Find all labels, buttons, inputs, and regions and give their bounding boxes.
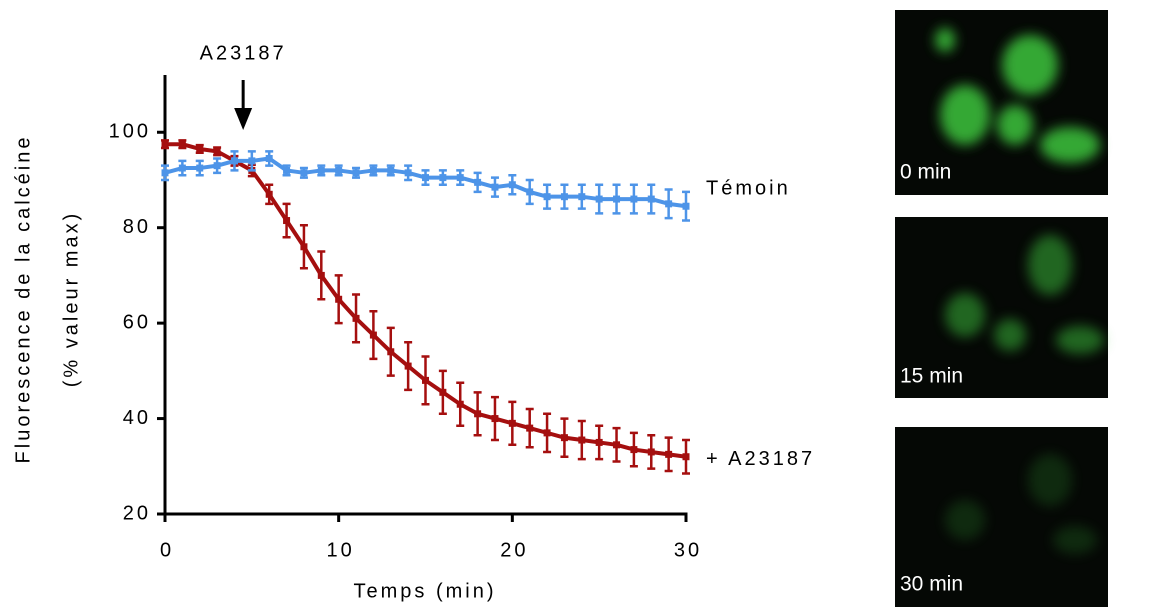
marker	[352, 169, 360, 177]
marker	[474, 178, 482, 186]
annotation: A23187	[200, 42, 287, 64]
marker	[665, 200, 673, 208]
marker	[387, 348, 395, 356]
marker	[265, 155, 273, 163]
marker	[178, 164, 186, 172]
y-axis-label: Fluorescence de la calcéine	[12, 135, 34, 464]
x-axis-label: Temps (min)	[353, 580, 496, 602]
x-tick-label: 20	[500, 539, 528, 561]
marker	[508, 181, 516, 189]
marker	[161, 169, 169, 177]
y-tick-label: 80	[123, 216, 151, 238]
marker	[196, 145, 204, 153]
marker	[474, 410, 482, 418]
marker	[543, 429, 551, 437]
marker	[317, 166, 325, 174]
marker	[335, 295, 343, 303]
marker	[647, 448, 655, 456]
marker	[178, 140, 186, 148]
marker	[196, 164, 204, 172]
marker	[613, 195, 621, 203]
marker	[630, 195, 638, 203]
marker	[560, 434, 568, 442]
panel-label: 30 min	[900, 573, 963, 596]
panel-label: 0 min	[900, 161, 951, 184]
marker	[213, 162, 221, 170]
panel-label: 15 min	[900, 365, 963, 388]
marker	[491, 415, 499, 423]
series-label: + A23187	[706, 448, 815, 470]
marker	[578, 436, 586, 444]
marker	[491, 183, 499, 191]
marker	[213, 147, 221, 155]
marker	[300, 169, 308, 177]
marker	[369, 166, 377, 174]
marker	[526, 188, 534, 196]
y-tick-label: 100	[109, 121, 151, 143]
marker	[439, 174, 447, 182]
marker	[422, 174, 429, 182]
marker	[595, 195, 603, 203]
marker	[300, 243, 308, 251]
y-tick-label: 20	[123, 502, 151, 524]
marker	[647, 195, 655, 203]
marker	[526, 424, 534, 432]
marker	[335, 166, 343, 174]
y-axis-label: (% valeur max)	[60, 211, 82, 387]
x-tick-label: 30	[674, 539, 702, 561]
marker	[578, 193, 586, 201]
marker	[543, 193, 551, 201]
marker	[595, 438, 603, 446]
panel: 15 min	[895, 217, 1108, 398]
x-tick-label: 10	[327, 539, 355, 561]
panel: 30 min	[895, 427, 1108, 607]
marker	[682, 453, 690, 461]
marker	[439, 388, 447, 396]
line	[165, 142, 687, 459]
marker	[630, 446, 638, 454]
marker	[613, 441, 621, 449]
marker	[422, 376, 429, 384]
series-label: Témoin	[706, 178, 791, 200]
marker	[404, 362, 412, 370]
marker	[352, 314, 360, 322]
x-tick-label: 0	[160, 539, 174, 561]
panel: 0 min	[895, 10, 1108, 195]
marker	[265, 190, 273, 198]
marker	[230, 157, 238, 165]
y-tick-label: 40	[123, 407, 151, 429]
marker	[682, 202, 690, 210]
marker	[283, 217, 291, 225]
marker	[665, 450, 673, 458]
marker	[560, 193, 568, 201]
marker	[387, 166, 395, 174]
marker	[317, 271, 325, 279]
marker	[248, 157, 256, 165]
marker	[283, 166, 291, 174]
annotation-arrowhead	[234, 108, 253, 130]
marker	[456, 400, 464, 408]
marker	[161, 140, 169, 148]
marker	[404, 169, 412, 177]
marker	[508, 419, 516, 427]
y-tick-label: 60	[123, 311, 151, 333]
marker	[456, 174, 464, 182]
marker	[369, 331, 377, 339]
